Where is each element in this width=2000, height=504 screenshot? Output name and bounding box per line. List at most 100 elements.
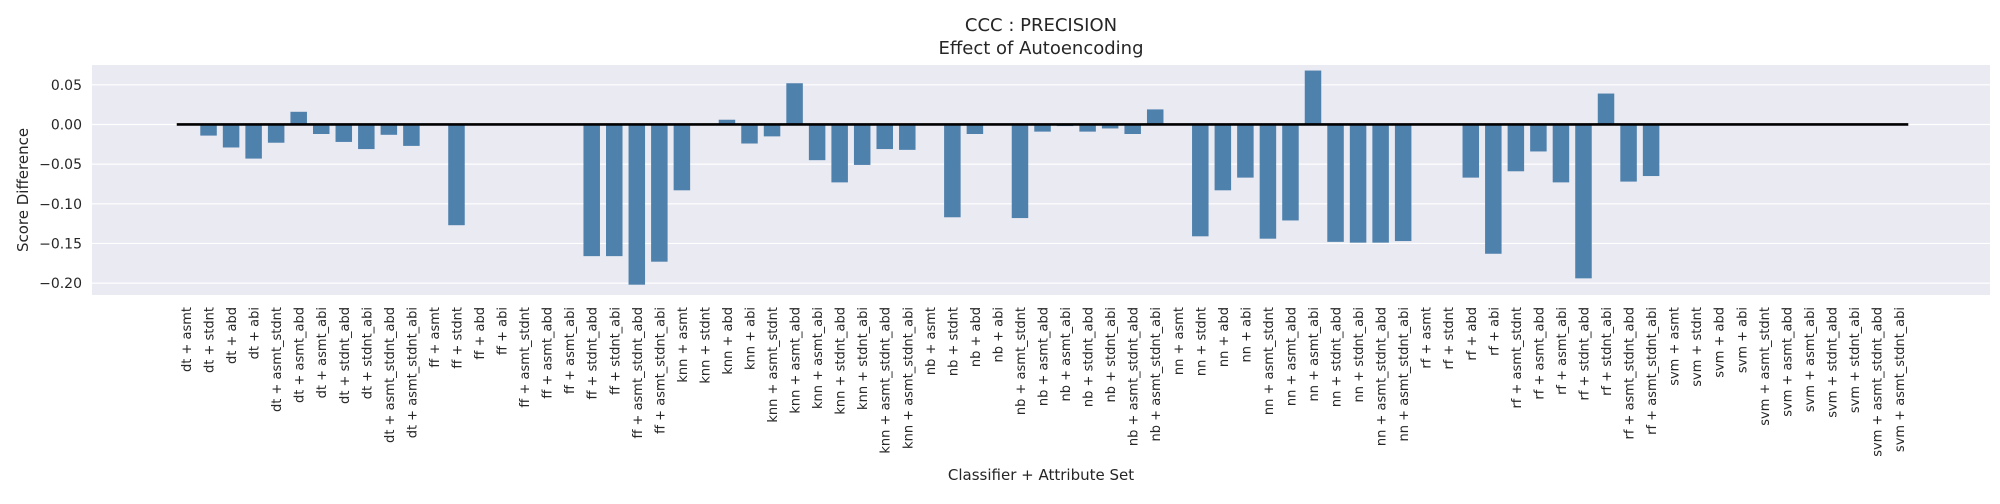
x-tick-label: dt + asmt_stdnt_abd xyxy=(383,307,398,443)
y-tick-label: −0.05 xyxy=(39,157,82,173)
x-tick-label: ff + stdnt_abi xyxy=(608,307,623,395)
bar xyxy=(267,124,285,143)
bar xyxy=(944,124,961,218)
x-tick-label: dt + abd xyxy=(225,307,240,364)
x-tick-label: nb + abd xyxy=(969,307,984,367)
x-tick-label: ff + asmt_abd xyxy=(541,307,556,399)
x-tick-label: rf + asmt xyxy=(1420,307,1435,369)
bar xyxy=(651,124,668,262)
bar xyxy=(1079,124,1096,132)
x-tick-label: knn + stdnt_abd xyxy=(834,307,849,415)
x-tick-label: rf + asmt_stdnt_abi xyxy=(1645,307,1660,435)
bar xyxy=(1372,124,1389,243)
x-axis-label: Classifier + Attribute Set xyxy=(948,466,1134,484)
bar xyxy=(899,124,916,150)
x-tick-label: svm + asmt xyxy=(1668,307,1683,386)
x-tick-label: nb + stdnt_abd xyxy=(1082,307,1097,407)
bar xyxy=(380,124,398,135)
bar xyxy=(808,124,826,161)
bar xyxy=(1304,70,1322,125)
x-tick-label: ff + asmt xyxy=(428,307,443,368)
bar xyxy=(1552,124,1570,183)
x-tick-label: knn + asmt_stdnt_abd xyxy=(879,307,894,454)
bar xyxy=(583,124,600,257)
x-tick-label: nn + asmt_stdnt_abd xyxy=(1375,307,1390,446)
bar xyxy=(1575,124,1592,279)
x-tick-label: nb + asmt_stdnt_abi xyxy=(1149,307,1164,441)
bar xyxy=(673,124,691,191)
x-tick-label: dt + asmt_stdnt xyxy=(270,307,285,412)
x-tick-label: knn + stdnt_abi xyxy=(856,307,871,410)
x-tick-label: ff + stdnt_abd xyxy=(586,307,601,400)
bar xyxy=(831,124,848,183)
bar xyxy=(1507,124,1525,172)
x-tick-label: knn + abd xyxy=(721,307,736,375)
bar xyxy=(786,83,803,125)
x-tick-label: rf + asmt_stdnt xyxy=(1510,307,1525,409)
bar xyxy=(763,124,781,137)
bar xyxy=(335,124,353,142)
bar xyxy=(1349,124,1367,243)
bar xyxy=(1192,124,1209,237)
x-tick-label: ff + asmt_stdnt_abi xyxy=(653,307,668,434)
x-tick-label: knn + asmt xyxy=(676,307,691,383)
x-tick-label: nb + abi xyxy=(991,307,1006,362)
bar xyxy=(1011,124,1029,219)
x-tick-label: nn + stdnt_abi xyxy=(1352,307,1367,402)
bar xyxy=(1259,124,1277,239)
x-tick-label: nn + stdnt_abd xyxy=(1330,307,1345,407)
bar xyxy=(1642,124,1660,177)
bar xyxy=(876,124,893,150)
x-tick-label: nb + asmt_abi xyxy=(1059,307,1074,401)
x-tick-label: dt + asmt_abi xyxy=(315,307,330,398)
bar xyxy=(1237,124,1254,178)
x-tick-label: knn + asmt_abd xyxy=(789,307,804,414)
bar xyxy=(1146,109,1164,125)
bar xyxy=(1282,124,1299,221)
x-tick-label: knn + stdnt xyxy=(698,307,713,384)
bar xyxy=(448,124,465,226)
x-tick-label: nn + stdnt xyxy=(1194,307,1209,376)
bar xyxy=(1485,124,1502,254)
x-tick-label: svm + stdnt_abi xyxy=(1848,307,1863,413)
x-tick-label: dt + asmt_abd xyxy=(293,307,308,403)
x-tick-label: rf + asmt_abi xyxy=(1555,307,1570,395)
x-tick-label: nn + asmt_abi xyxy=(1307,307,1322,401)
x-tick-label: knn + asmt_stdnt_abi xyxy=(901,307,916,449)
bar xyxy=(1327,124,1344,242)
bar xyxy=(222,124,240,148)
x-tick-label: svm + asmt_stdnt xyxy=(1758,307,1773,426)
chart-title: CCC : PRECISION xyxy=(965,15,1117,36)
bar xyxy=(1394,124,1412,242)
x-tick-label: ff + stdnt xyxy=(450,307,465,369)
x-tick-label: nb + asmt xyxy=(924,307,939,375)
x-tick-label: dt + asmt_stdnt_abi xyxy=(405,307,420,438)
x-tick-label: knn + asmt_abi xyxy=(811,307,826,409)
bar xyxy=(1034,124,1051,132)
x-tick-label: dt + stdnt_abi xyxy=(360,307,375,399)
bar xyxy=(1530,124,1547,152)
x-tick-label: ff + asmt_abi xyxy=(563,307,578,394)
x-tick-label: nn + abi xyxy=(1239,307,1254,362)
x-tick-label: nn + asmt_stdnt_abi xyxy=(1397,307,1412,441)
bar xyxy=(741,124,758,144)
x-tick-label: nb + stdnt_abi xyxy=(1104,307,1119,402)
x-tick-label: knn + abi xyxy=(744,307,759,370)
x-tick-label: nn + asmt_abd xyxy=(1284,307,1299,406)
x-tick-label: rf + abd xyxy=(1465,307,1480,361)
x-tick-label: nn + abd xyxy=(1217,307,1232,367)
bar xyxy=(853,124,871,165)
x-tick-label: svm + abd xyxy=(1713,307,1728,378)
bar xyxy=(358,124,375,150)
bar xyxy=(606,124,623,257)
x-tick-label: dt + stdnt xyxy=(203,307,218,373)
x-tick-label: nb + stdnt xyxy=(946,307,961,376)
bar xyxy=(1214,124,1232,191)
bar xyxy=(200,124,217,136)
x-tick-label: ff + abd xyxy=(473,307,488,360)
x-tick-label: nb + asmt_abd xyxy=(1037,307,1052,406)
x-tick-label: rf + stdnt xyxy=(1442,307,1457,370)
x-tick-label: svm + abi xyxy=(1735,307,1750,373)
